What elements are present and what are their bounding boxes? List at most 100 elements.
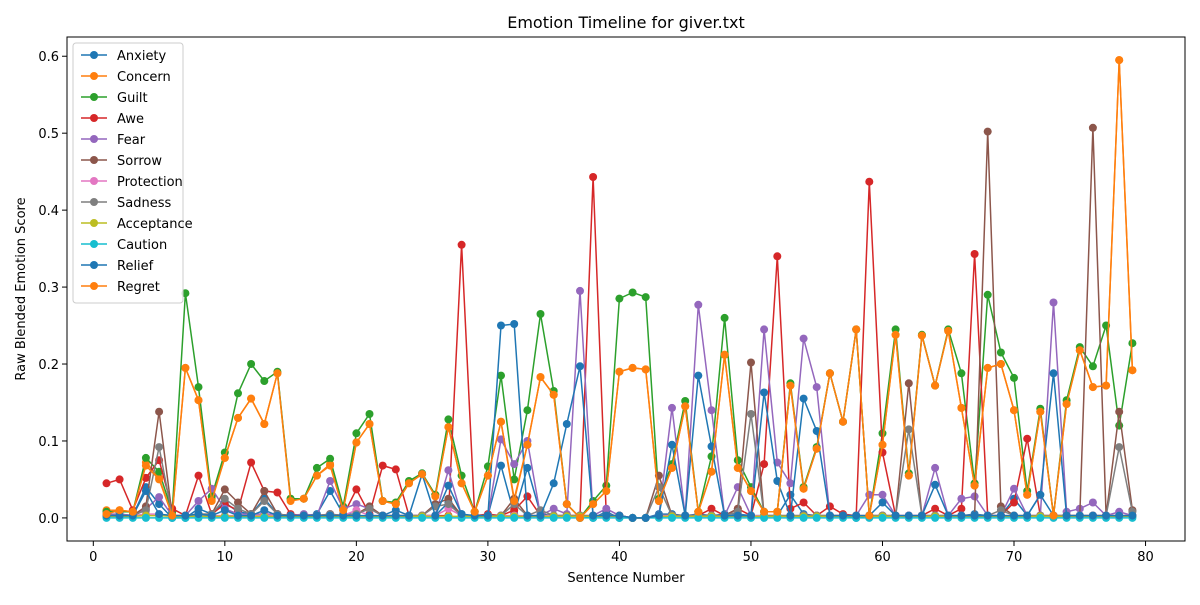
data-point bbox=[1115, 407, 1124, 416]
data-point bbox=[497, 321, 505, 330]
data-point bbox=[760, 388, 769, 397]
data-point bbox=[378, 497, 387, 505]
data-point bbox=[773, 252, 782, 261]
data-point bbox=[1075, 511, 1084, 520]
data-point bbox=[194, 383, 203, 392]
legend-marker bbox=[90, 261, 98, 269]
data-point bbox=[510, 475, 519, 484]
legend-label: Regret bbox=[117, 280, 160, 295]
data-point bbox=[444, 500, 453, 509]
data-point bbox=[720, 313, 729, 322]
legend-marker bbox=[90, 240, 98, 248]
data-point bbox=[273, 488, 282, 497]
data-point bbox=[352, 485, 361, 494]
data-point bbox=[812, 444, 821, 453]
data-point bbox=[799, 513, 808, 522]
data-point bbox=[155, 407, 164, 416]
data-point bbox=[457, 510, 466, 519]
data-point bbox=[562, 500, 571, 509]
data-point bbox=[510, 320, 519, 328]
data-point bbox=[365, 504, 374, 513]
data-point bbox=[747, 511, 755, 520]
data-point bbox=[865, 511, 874, 520]
data-point bbox=[1115, 56, 1124, 65]
data-point bbox=[470, 507, 479, 516]
data-point bbox=[733, 463, 742, 472]
data-point bbox=[668, 513, 676, 522]
data-point bbox=[1049, 369, 1058, 378]
data-point bbox=[155, 510, 164, 519]
chart-title: Emotion Timeline for giver.txt bbox=[507, 13, 745, 32]
data-point bbox=[155, 493, 164, 502]
x-tick-label: 70 bbox=[1006, 550, 1023, 565]
data-point bbox=[852, 511, 861, 520]
data-point bbox=[234, 498, 242, 507]
data-point bbox=[155, 443, 164, 452]
data-point bbox=[483, 511, 492, 520]
data-point bbox=[115, 475, 124, 484]
data-point bbox=[615, 367, 624, 376]
legend-item: Concern bbox=[81, 70, 171, 85]
y-tick-label: 0.2 bbox=[38, 358, 59, 373]
legend-box bbox=[72, 42, 184, 304]
data-point bbox=[641, 365, 650, 374]
data-point bbox=[1128, 366, 1137, 375]
data-point bbox=[405, 511, 413, 520]
data-point bbox=[707, 467, 716, 476]
data-point bbox=[299, 511, 308, 520]
x-tick-label: 60 bbox=[874, 550, 891, 565]
data-point bbox=[1010, 406, 1018, 415]
legend-label: Guilt bbox=[117, 91, 148, 106]
data-point bbox=[602, 511, 611, 520]
data-point bbox=[207, 511, 216, 520]
plot-area bbox=[102, 56, 1137, 522]
data-point bbox=[418, 513, 427, 522]
data-point bbox=[694, 507, 703, 516]
y-axis-label: Raw Blended Emotion Score bbox=[14, 197, 29, 380]
data-point bbox=[576, 362, 584, 371]
legend-item: Sadness bbox=[81, 196, 171, 211]
data-point bbox=[365, 410, 374, 418]
data-point bbox=[931, 504, 940, 513]
data-point bbox=[141, 453, 150, 462]
data-point bbox=[536, 373, 545, 382]
data-point bbox=[931, 463, 940, 472]
data-point bbox=[352, 429, 361, 438]
data-point bbox=[970, 250, 979, 258]
data-point bbox=[786, 479, 795, 488]
data-point bbox=[589, 173, 598, 181]
legend-marker bbox=[90, 114, 98, 122]
legend-marker bbox=[90, 72, 98, 80]
data-point bbox=[1102, 381, 1111, 390]
data-point bbox=[115, 506, 124, 515]
data-point bbox=[917, 511, 926, 520]
data-point bbox=[694, 300, 703, 309]
data-point bbox=[707, 504, 716, 513]
x-tick-label: 20 bbox=[348, 550, 365, 565]
data-point bbox=[878, 513, 887, 522]
data-point bbox=[1088, 383, 1097, 392]
data-point bbox=[786, 381, 795, 390]
series-sorrow bbox=[102, 123, 1137, 522]
x-tick-label: 0 bbox=[89, 550, 97, 565]
data-point bbox=[996, 348, 1005, 357]
data-point bbox=[312, 471, 321, 480]
data-point bbox=[760, 507, 769, 516]
data-point bbox=[615, 511, 624, 520]
data-point bbox=[773, 507, 782, 516]
data-point bbox=[391, 500, 400, 509]
data-point bbox=[733, 511, 742, 520]
data-point bbox=[904, 511, 913, 520]
data-point bbox=[523, 463, 532, 472]
x-tick-label: 40 bbox=[611, 550, 628, 565]
legend-marker bbox=[90, 135, 98, 143]
data-point bbox=[326, 487, 335, 495]
data-point bbox=[996, 511, 1005, 520]
data-point bbox=[668, 440, 676, 449]
data-point bbox=[970, 511, 979, 520]
data-point bbox=[904, 379, 913, 388]
data-point bbox=[825, 369, 834, 378]
data-point bbox=[247, 360, 256, 368]
data-point bbox=[1115, 443, 1124, 452]
